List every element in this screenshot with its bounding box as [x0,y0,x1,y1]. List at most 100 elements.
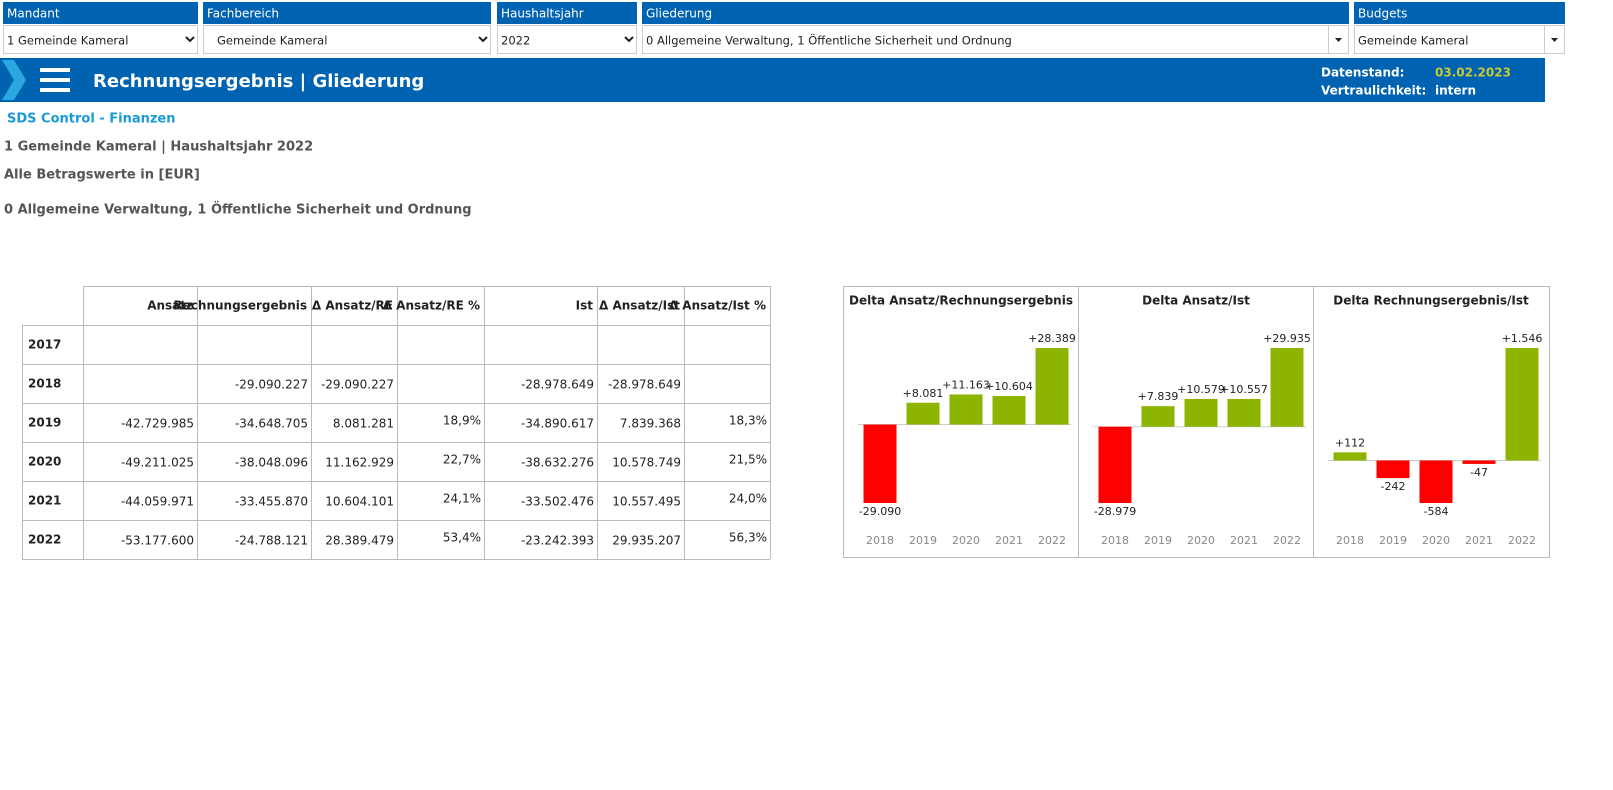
table-cell: -28.978.649 [521,378,594,392]
filter-label-bar [203,2,491,24]
table-cell: -33.455.870 [235,495,308,509]
logo-chevron [2,60,26,100]
filter-select[interactable] [497,25,637,54]
value-label: -584 [1424,505,1449,518]
table-cell: 7.839.368 [620,417,681,431]
bar [863,424,897,503]
bar [1184,398,1218,427]
row-year: 2018 [28,377,61,391]
bar [1419,460,1453,503]
row-year: 2020 [28,455,61,469]
table-cell: -34.648.705 [235,417,308,431]
filter-label-bar [497,2,637,24]
table-cell: 56,3% [729,531,767,545]
vertraulichkeit-label: Vertraulichkeit: [1321,84,1426,98]
bar [1098,426,1132,503]
subtitle: 1 Gemeinde Kameral | Haushaltsjahr 2022 [4,140,313,155]
value-label: -29.090 [859,505,901,518]
filter-select[interactable] [642,25,1349,54]
datenstand-value: 03.02.2023 [1435,66,1511,80]
x-tick-label: 2018 [866,534,894,547]
x-tick-label: 2021 [1230,534,1258,547]
table-cell: 53,4% [443,531,481,545]
value-label: -28.979 [1094,505,1136,518]
table-cell: -29.090.227 [235,378,308,392]
table-cell: -34.890.617 [521,417,594,431]
filter-value: 1 Gemeinde Kameral [7,34,128,48]
table-cell: -24.788.121 [235,534,308,548]
value-label: +29.935 [1263,332,1311,345]
brand: SDS Control - Finanzen [7,112,176,127]
bar [1270,348,1304,427]
value-label: +10.579 [1177,383,1225,396]
table-cell: -53.177.600 [121,534,194,548]
table-cell: 10.557.495 [612,495,681,509]
table-cell: 11.162.929 [325,456,394,470]
bar [906,402,940,425]
value-label: +28.389 [1028,332,1076,345]
filter-value: 0 Allgemeine Verwaltung, 1 Öffentliche S… [646,32,1012,48]
value-label: +7.839 [1138,390,1179,403]
gliederung-note: 0 Allgemeine Verwaltung, 1 Öffentliche S… [4,202,472,218]
x-tick-label: 2019 [909,534,937,547]
dropdown-chevron [624,36,634,43]
filter-label: Fachbereich [207,7,279,21]
value-label: +10.604 [985,380,1033,393]
table-cell: 22,7% [443,453,481,467]
x-tick-label: 2021 [995,534,1023,547]
table-cell: 21,5% [729,453,767,467]
chart-title: Delta Rechnungsergebnis/Ist [1333,294,1529,308]
x-tick-label: 2018 [1336,534,1364,547]
filter-label-bar [1354,2,1565,24]
column-header: Δ Ansatz/Ist % [669,299,766,313]
filter-select[interactable] [1354,25,1565,54]
x-tick-label: 2022 [1038,534,1066,547]
table-cell: -49.211.025 [121,456,194,470]
column-header: Δ Ansatz/Ist [599,299,680,313]
row-year: 2022 [28,533,61,547]
table-cell: 8.081.281 [333,417,394,431]
value-label: -242 [1381,480,1406,493]
table-cell: 10.604.101 [325,495,394,509]
menu-button[interactable] [40,68,70,92]
column-header: Ansatz [147,299,193,313]
x-tick-label: 2019 [1379,534,1407,547]
bar [1462,460,1496,464]
bar [1376,460,1410,479]
x-tick-label: 2019 [1144,534,1172,547]
bar [992,395,1026,425]
datenstand-label: Datenstand: [1321,66,1404,80]
chart-panel-frame [843,286,1550,558]
table-cell: -23.242.393 [521,534,594,548]
table-cell: -42.729.985 [121,417,194,431]
table-cell: -38.632.276 [521,456,594,470]
header-title: Rechnungsergebnis | Gliederung [93,71,424,92]
filter-select[interactable] [3,25,198,54]
chart-title: Delta Ansatz/Ist [1142,294,1250,308]
value-label: +10.557 [1220,383,1268,396]
filter-label-bar [3,2,198,24]
table-cell: 28.389.479 [325,534,394,548]
table-cell: -38.048.096 [235,456,308,470]
filter-value: 2022 [501,34,530,48]
filter-label: Mandant [7,7,60,21]
x-tick-label: 2021 [1465,534,1493,547]
filter-select[interactable] [203,25,491,54]
bar [1505,348,1539,461]
header-bar [0,58,1545,102]
filter-label: Gliederung [646,7,712,21]
dropdown-chevron [478,36,488,43]
filter-label: Budgets [1358,7,1407,21]
x-tick-label: 2022 [1273,534,1301,547]
row-year: 2017 [28,338,61,352]
chart-title: Delta Ansatz/Rechnungsergebnis [849,294,1073,308]
dropdown-triangle [1551,38,1558,42]
x-tick-label: 2018 [1101,534,1129,547]
row-year: 2019 [28,416,61,430]
x-tick-label: 2020 [1187,534,1215,547]
units-note: Alle Betragswerte in [EUR] [4,168,200,183]
table-cell: -44.059.971 [121,495,194,509]
column-header: Rechnungsergebnis [173,299,307,313]
bar [949,394,983,425]
